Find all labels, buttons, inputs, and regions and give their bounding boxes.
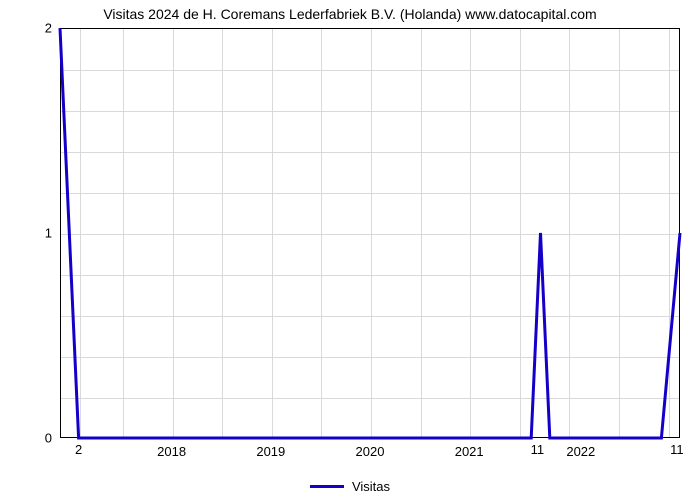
x-tick-label: 2018 xyxy=(157,444,186,459)
point-value-label: 11 xyxy=(531,442,545,457)
y-tick-label: 1 xyxy=(45,226,52,241)
y-tick-label: 0 xyxy=(45,431,52,446)
legend-label: Visitas xyxy=(352,479,390,494)
legend-swatch xyxy=(310,485,344,488)
y-tick-label: 2 xyxy=(45,21,52,36)
x-tick-label: 2022 xyxy=(566,444,595,459)
data-line xyxy=(60,28,680,438)
point-value-label: 11 xyxy=(670,442,684,457)
point-value-label: 2 xyxy=(75,442,82,457)
x-tick-label: 2019 xyxy=(256,444,285,459)
chart-title: Visitas 2024 de H. Coremans Lederfabriek… xyxy=(0,0,700,28)
legend: Visitas xyxy=(0,476,700,494)
x-tick-label: 2020 xyxy=(356,444,385,459)
x-tick-label: 2021 xyxy=(455,444,484,459)
plot-area: 0122018201920202021202221111 xyxy=(60,28,680,438)
legend-item: Visitas xyxy=(310,479,390,494)
